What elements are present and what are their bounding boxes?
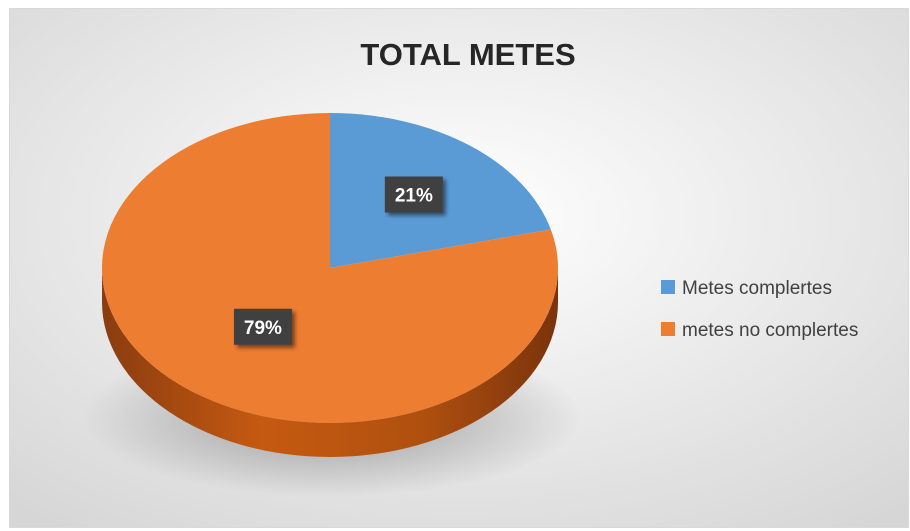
chart-title: TOTAL METES [360, 37, 575, 72]
data-labels: 21% 79% [233, 176, 443, 345]
data-label-1: 21% [395, 186, 433, 207]
data-label-box-2 [233, 308, 292, 345]
pie-slices [102, 113, 558, 423]
data-label-box-1 [384, 176, 443, 213]
legend: Metes complertes metes no complertes [661, 278, 858, 341]
legend-label-2: metes no complertes [682, 320, 858, 341]
legend-swatch-2 [661, 322, 675, 336]
data-label-2: 79% [244, 318, 282, 339]
pie-side-wall [102, 268, 558, 457]
pie-slice-2 [102, 113, 558, 423]
legend-label-1: Metes complertes [682, 278, 832, 299]
pie-chart: TOTAL METES 21% 79% Metes complertes metes… [10, 9, 908, 527]
chart-container: TOTAL METES 21% 79% Metes complertes metes… [9, 8, 909, 528]
legend-swatch-1 [661, 280, 675, 294]
